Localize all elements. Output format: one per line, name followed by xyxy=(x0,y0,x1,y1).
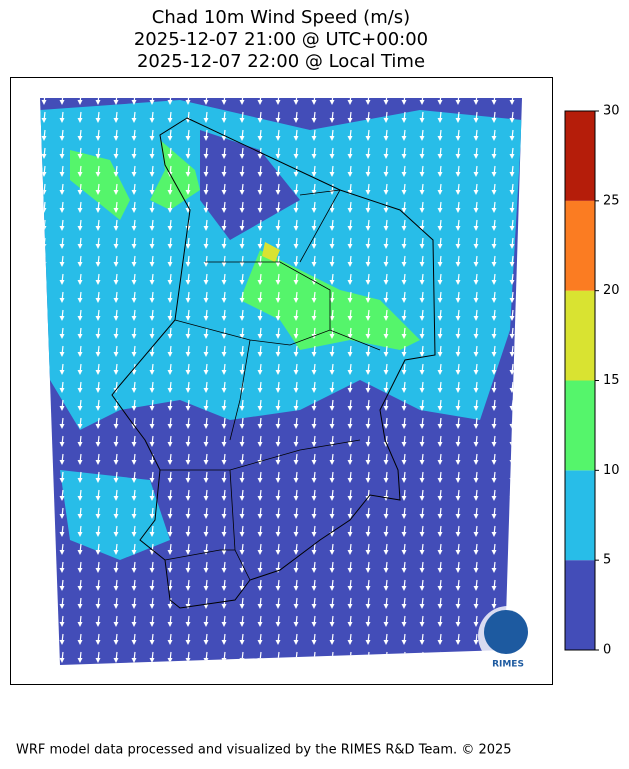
wind-field xyxy=(40,98,522,665)
country-border xyxy=(111,117,436,609)
title-line: Chad 10m Wind Speed (m/s) xyxy=(152,7,410,28)
logo-text: RIMES xyxy=(492,660,524,670)
logo-globe xyxy=(484,610,528,654)
wind-vectors xyxy=(40,98,522,665)
footer: WRF model data processed and visualized … xyxy=(16,743,512,758)
colorbar-tick-label: 0 xyxy=(603,643,611,658)
colorbar: 0 5 10 15 20 25 30 xyxy=(564,104,620,658)
colorbar-band xyxy=(565,470,595,561)
colorbar-tick-label: 25 xyxy=(603,193,620,208)
title-line: 2025-12-07 22:00 @ Local Time xyxy=(137,51,425,72)
colorbar-band xyxy=(565,290,595,381)
colorbar-tick-label: 15 xyxy=(603,373,620,388)
colorbar-tick-label: 20 xyxy=(603,283,620,298)
colorbar-band xyxy=(565,111,595,201)
colorbar-band xyxy=(565,380,595,471)
title-line: 2025-12-07 21:00 @ UTC+00:00 xyxy=(134,29,428,50)
province-border xyxy=(160,189,381,581)
colorbar-tick-label: 5 xyxy=(603,553,611,568)
colorbar-tick-label: 30 xyxy=(603,104,620,119)
colorbar-tick-label: 10 xyxy=(603,463,620,478)
colorbar-band xyxy=(565,560,595,650)
colorbar-band xyxy=(565,200,595,291)
logo: RIMES xyxy=(478,606,538,670)
